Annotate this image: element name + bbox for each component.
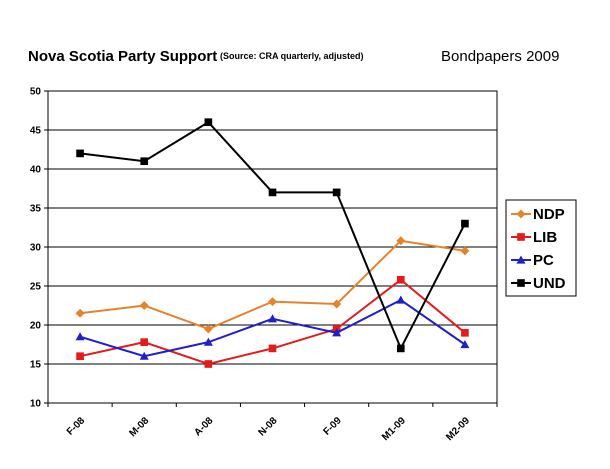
y-tick-label: 25 — [30, 282, 42, 293]
x-tick-label: M1-09 — [380, 415, 408, 443]
series-und — [76, 118, 469, 353]
legend-items: NDP LIB PC UND — [511, 206, 566, 292]
data-point-marker — [516, 209, 526, 219]
legend-item-und: UND — [511, 275, 566, 292]
data-point-marker — [460, 340, 470, 349]
legend-label: PC — [533, 252, 554, 269]
data-point-marker — [332, 328, 342, 337]
data-point-marker — [461, 328, 469, 337]
data-point-marker — [140, 338, 149, 346]
data-point-marker — [461, 219, 469, 228]
legend-label: NDP — [533, 206, 565, 223]
x-tick-label: A-08 — [192, 415, 215, 438]
data-point-marker — [396, 275, 405, 284]
legend-label: LIB — [533, 229, 557, 246]
data-point-marker — [76, 149, 84, 158]
y-tick-label: 10 — [30, 399, 42, 410]
data-point-marker — [268, 344, 277, 353]
data-point-marker — [75, 308, 85, 318]
data-point-marker — [203, 337, 213, 346]
gridlines — [48, 129, 497, 365]
data-point-marker — [268, 314, 277, 323]
y-tick-label: 35 — [30, 204, 42, 215]
data-point-marker — [516, 255, 526, 264]
data-point-marker — [460, 246, 470, 256]
data-point-marker — [203, 324, 213, 334]
x-tick-label: F-08 — [65, 415, 88, 438]
chart-subtitle: (Source: CRA quarterly, adjusted) — [220, 51, 364, 61]
data-point-marker — [268, 188, 277, 197]
data-point-marker — [332, 299, 342, 309]
data-point-marker — [75, 332, 85, 341]
x-tick-label: M2-09 — [444, 415, 472, 443]
y-tick-label: 45 — [30, 126, 42, 137]
data-point-marker — [139, 301, 149, 310]
data-point-marker — [517, 233, 525, 241]
y-tick-label: 30 — [30, 243, 42, 254]
data-point-marker — [140, 157, 149, 166]
data-point-marker — [517, 279, 525, 287]
series-pc — [75, 295, 470, 360]
legend-item-pc: PC — [511, 252, 554, 269]
data-point-marker — [396, 236, 406, 246]
chart-title: Nova Scotia Party Support — [28, 48, 217, 65]
x-tick-label: N-08 — [257, 415, 280, 438]
x-tick-label: F-09 — [321, 415, 344, 438]
series-lib — [76, 275, 469, 368]
y-axis-ticks: 10 15 20 25 30 35 40 45 50 — [30, 87, 48, 410]
chart-brand: Bondpapers 2009 — [441, 48, 559, 65]
x-axis-ticks: F-08 M-08 A-08 N-08 F-09 M1-09 M2-09 — [47, 403, 498, 443]
y-tick-label: 40 — [30, 165, 42, 176]
data-point-marker — [396, 295, 406, 304]
data-point-marker — [268, 297, 277, 307]
data-point-marker — [204, 118, 213, 127]
data-point-marker — [204, 360, 213, 368]
legend-item-lib: LIB — [511, 229, 557, 246]
y-tick-label: 50 — [30, 87, 42, 98]
data-point-marker — [76, 352, 84, 361]
data-point-marker — [139, 351, 149, 360]
data-point-marker — [332, 188, 341, 197]
legend-item-ndp: NDP — [511, 206, 565, 223]
series-ndp — [75, 236, 470, 334]
data-point-marker — [396, 344, 405, 353]
y-tick-label: 15 — [30, 360, 42, 371]
y-tick-label: 20 — [30, 321, 42, 332]
series-group — [75, 118, 470, 368]
x-tick-label: M-08 — [127, 415, 151, 439]
legend-label: UND — [533, 275, 566, 292]
